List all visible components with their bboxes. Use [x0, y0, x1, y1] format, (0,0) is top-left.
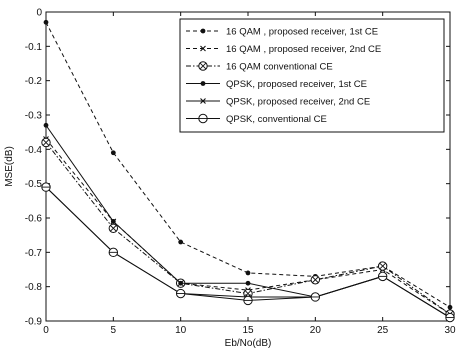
data-point [245, 280, 251, 286]
y-tick-label: -0.8 [25, 282, 43, 293]
legend-item: 16 QAM conventional CE [186, 61, 333, 73]
x-tick-label: 5 [111, 325, 117, 336]
data-point [200, 81, 206, 86]
data-point [310, 292, 321, 302]
data-point [245, 270, 251, 276]
legend-item: 16 QAM , proposed receiver, 2nd CE [186, 44, 381, 55]
data-point [43, 19, 49, 25]
legend-item: QPSK, proposed receiver, 2nd CE [186, 97, 370, 108]
y-tick-label: -0.6 [25, 214, 43, 225]
point-dot [178, 239, 184, 245]
legend-label: 16 QAM conventional CE [226, 62, 333, 73]
data-point [108, 223, 119, 234]
legend-item: QPSK, conventional CE [186, 113, 327, 125]
y-tick-label: -0.7 [25, 248, 43, 259]
point-x [379, 262, 386, 270]
legend-item: 16 QAM , proposed receiver, 1st CE [186, 27, 378, 38]
y-tick-label: -0.2 [25, 76, 43, 87]
data-point [377, 271, 388, 282]
point-dot [200, 81, 206, 86]
point-x [42, 139, 50, 146]
point-dot [110, 219, 116, 224]
legend-label: QPSK, conventional CE [226, 114, 327, 125]
data-point [43, 122, 49, 128]
series-6 [41, 182, 455, 323]
data-point [377, 261, 388, 271]
legend-label: 16 QAM , proposed receiver, 2nd CE [226, 44, 381, 55]
point-dot [245, 280, 251, 286]
legend-label: QPSK, proposed receiver, 1st CE [226, 79, 367, 90]
point-dot [447, 304, 453, 310]
legend: 16 QAM , proposed receiver, 1st CE 16 QAM… [179, 18, 445, 133]
point-x [200, 45, 206, 52]
x-tick-label: 30 [444, 325, 456, 336]
legend-box [179, 18, 445, 133]
point-dot [200, 28, 206, 34]
point-x [199, 62, 207, 70]
legend-item: QPSK, proposed receiver, 1st CE [186, 79, 367, 90]
y-tick-label: -0.4 [25, 145, 43, 156]
y-tick-label: -0.9 [25, 317, 43, 328]
data-point [200, 28, 206, 34]
point-x [312, 276, 319, 283]
point-dot [178, 280, 184, 286]
series-layer [41, 19, 455, 323]
data-point [447, 304, 453, 310]
y-tick-label: -0.3 [25, 111, 43, 122]
data-point [110, 219, 116, 224]
x-tick-label: 0 [43, 325, 49, 336]
data-point [178, 239, 184, 245]
x-tick-label: 10 [175, 325, 187, 336]
data-point [200, 98, 206, 104]
point-dot [43, 122, 49, 128]
point-x [110, 225, 117, 232]
data-point [445, 312, 455, 323]
data-point [198, 61, 208, 71]
data-point [198, 113, 208, 124]
data-point [110, 150, 116, 156]
y-axis-label: MSE(dB) [4, 146, 15, 187]
point-dot [110, 150, 116, 156]
point-dot [43, 19, 49, 25]
legend-label: 16 QAM , proposed receiver, 1st CE [226, 27, 378, 38]
y-tick-label: 0 [36, 8, 42, 19]
y-tick-label: -0.1 [25, 42, 43, 53]
point-dot [245, 270, 251, 276]
x-axis-label: Eb/No(dB) [225, 338, 272, 349]
x-tick-label: 25 [377, 325, 389, 336]
data-point [41, 137, 51, 148]
data-point [108, 247, 119, 258]
data-point [41, 182, 51, 192]
data-point [243, 295, 253, 306]
x-tick-label: 20 [310, 325, 322, 336]
x-tick-label: 15 [242, 325, 254, 336]
axes: 0 5 10 15 20 25 30 0 -0.1 -0.2 -0.3 -0.4 -0.5 -0.6 -0.… [25, 8, 456, 337]
point-x [200, 98, 206, 104]
legend-label: QPSK, proposed receiver, 2nd CE [226, 97, 370, 108]
data-point [178, 280, 184, 286]
data-point [200, 45, 206, 52]
data-point [310, 275, 321, 285]
y-tick-label: -0.5 [25, 179, 43, 190]
data-point [175, 288, 186, 299]
